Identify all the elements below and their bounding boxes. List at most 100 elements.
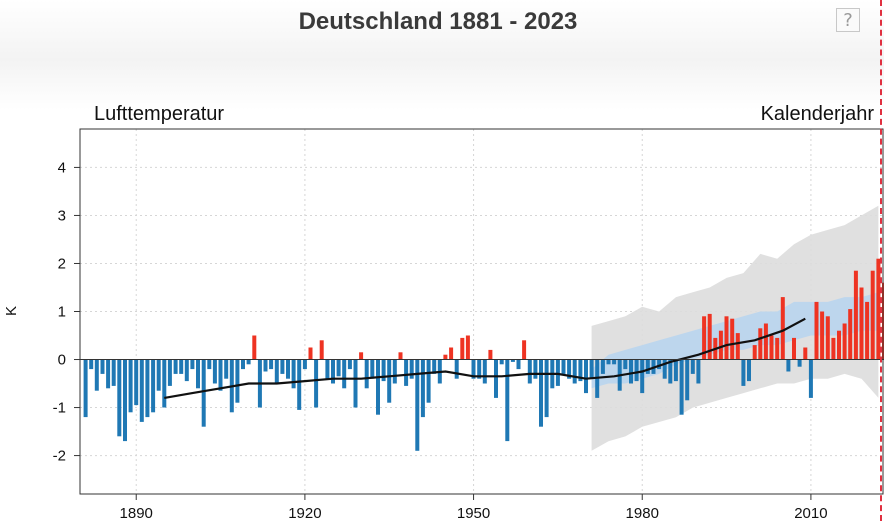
- bar: [797, 359, 802, 367]
- y-tick-label: -1: [53, 400, 66, 417]
- bar: [792, 337, 796, 360]
- bar: [241, 359, 245, 370]
- bar: [707, 313, 712, 360]
- bar: [589, 359, 594, 379]
- x-tick-label: 2010: [794, 505, 827, 521]
- bar: [859, 287, 864, 360]
- bar: [702, 316, 707, 360]
- bar: [145, 359, 150, 418]
- bar: [814, 301, 819, 360]
- bar: [735, 333, 740, 360]
- bar: [763, 323, 768, 360]
- bar: [561, 359, 566, 374]
- bar: [286, 359, 290, 379]
- bar: [808, 359, 813, 398]
- bar: [527, 359, 532, 384]
- bar: [820, 311, 825, 360]
- bar: [190, 359, 195, 370]
- x-tick-label: 1890: [120, 505, 153, 521]
- bar: [347, 359, 352, 370]
- bar: [106, 359, 111, 389]
- bar: [370, 359, 375, 379]
- bar: [302, 359, 307, 370]
- bar: [494, 359, 498, 398]
- bar: [606, 359, 611, 365]
- x-tick-label: 1980: [626, 505, 659, 521]
- bar: [139, 359, 144, 422]
- bar: [167, 359, 172, 386]
- bar: [584, 359, 588, 394]
- bar: [775, 337, 780, 360]
- bar: [505, 359, 510, 442]
- bar: [803, 347, 808, 360]
- bar: [634, 359, 639, 382]
- page-title: Deutschland 1881 - 2023: [298, 8, 578, 35]
- bar: [162, 359, 167, 408]
- bar: [224, 359, 229, 379]
- bar: [212, 359, 217, 384]
- x-tick-label: 1920: [288, 505, 321, 521]
- bar: [825, 316, 830, 360]
- bar: [572, 359, 577, 384]
- bar: [100, 359, 105, 374]
- bar: [876, 258, 881, 360]
- bar: [426, 359, 431, 403]
- bar: [724, 316, 729, 360]
- bar: [842, 323, 847, 360]
- bar: [83, 359, 88, 418]
- bar: [465, 335, 470, 360]
- bar: [179, 359, 184, 374]
- bar: [837, 330, 841, 360]
- bar: [111, 359, 116, 386]
- bar: [645, 359, 650, 374]
- bar: [510, 359, 515, 362]
- bar: [94, 359, 99, 391]
- bar: [629, 359, 633, 384]
- trend-series: [164, 317, 806, 399]
- bar: [173, 359, 178, 374]
- bar: [291, 359, 296, 389]
- projection-band: [591, 205, 879, 451]
- subtitle-left: Lufttemperatur: [94, 103, 224, 125]
- bar: [376, 359, 380, 415]
- subtitle-right: Kalenderjahr: [761, 103, 875, 125]
- bar: [218, 359, 223, 391]
- bar: [522, 340, 527, 360]
- bar: [477, 359, 482, 379]
- bar: [454, 359, 459, 379]
- bar: [870, 270, 875, 360]
- bar: [342, 359, 347, 389]
- bar: [331, 359, 335, 384]
- bar: [657, 359, 662, 370]
- bar: [274, 359, 279, 384]
- help-button[interactable]: ?: [836, 8, 860, 32]
- bar: [831, 337, 836, 360]
- bar: [555, 359, 560, 386]
- y-tick-label: 1: [58, 304, 66, 321]
- bar: [460, 337, 465, 360]
- y-tick-label: 0: [58, 352, 66, 369]
- bar: [353, 359, 358, 408]
- bar: [449, 347, 454, 360]
- bar: [544, 359, 549, 418]
- bar: [269, 359, 274, 370]
- bar: [420, 359, 425, 418]
- bar: [668, 359, 673, 384]
- bar: [752, 345, 757, 360]
- bar: [662, 359, 667, 379]
- bar: [319, 340, 324, 360]
- bar: [758, 328, 763, 360]
- bar: [696, 359, 701, 384]
- bar: [567, 359, 572, 379]
- bar: [364, 359, 369, 389]
- bar: [747, 359, 751, 382]
- bar: [336, 359, 341, 377]
- bar: [156, 359, 161, 391]
- bar: [741, 359, 746, 386]
- bar: [184, 359, 189, 382]
- bar: [201, 359, 206, 427]
- bar: [578, 359, 583, 382]
- bar: [679, 359, 684, 415]
- bar: [623, 359, 628, 370]
